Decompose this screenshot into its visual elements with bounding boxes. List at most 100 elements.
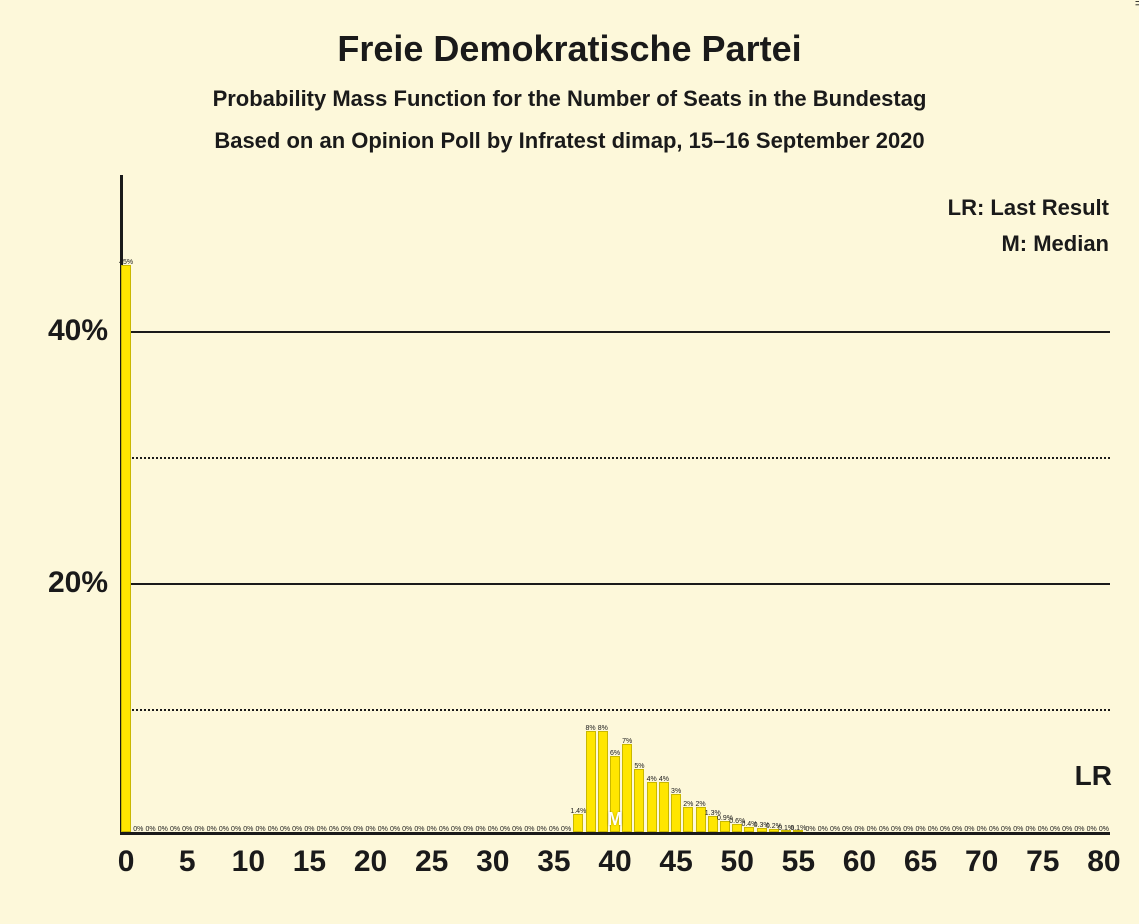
bar-value-label: 0% [341, 826, 351, 833]
bar-value-label: 2% [683, 801, 693, 808]
bar-value-label: 0% [378, 826, 388, 833]
bar-value-label: 0% [414, 826, 424, 833]
bar-value-label: 3% [671, 788, 681, 795]
bar-value-label: 0% [194, 826, 204, 833]
bar-value-label: 7% [622, 738, 632, 745]
bar [573, 814, 583, 832]
x-tick-label: 75 [1026, 845, 1059, 879]
chart-subtitle-1: Probability Mass Function for the Number… [0, 70, 1139, 112]
bar-value-label: 0% [145, 826, 155, 833]
copyright-text: © 2020 Filip van Laenen [1133, 0, 1139, 6]
bar [121, 265, 131, 832]
y-tick-label: 40% [48, 314, 108, 348]
x-tick-label: 70 [965, 845, 998, 879]
bar-value-label: 0% [500, 826, 510, 833]
bar-value-label: 0% [1087, 826, 1097, 833]
bar-value-label: 0% [353, 826, 363, 833]
bar-value-label: 0% [133, 826, 143, 833]
bar-value-label: 0% [329, 826, 339, 833]
bar-value-label: 0% [854, 826, 864, 833]
bar-value-label: 0% [488, 826, 498, 833]
gridline-minor [120, 709, 1110, 711]
chart-plot-area: 20%40%0510152025303540455055606570758045… [120, 205, 1110, 835]
bar-value-label: 0% [439, 826, 449, 833]
lr-marker: LR [1075, 760, 1112, 792]
bar-value-label: 0% [182, 826, 192, 833]
chart-subtitle-2: Based on an Opinion Poll by Infratest di… [0, 112, 1139, 154]
bar-value-label: 0% [818, 826, 828, 833]
bar-value-label: 0% [475, 826, 485, 833]
chart-title: Freie Demokratische Partei [0, 0, 1139, 70]
bar-value-label: 0% [219, 826, 229, 833]
bar-value-label: 0% [915, 826, 925, 833]
bar-value-label: 0% [451, 826, 461, 833]
bar-value-label: 5% [634, 763, 644, 770]
x-tick-label: 80 [1087, 845, 1120, 879]
bar [671, 794, 681, 832]
bar-value-label: 0% [1001, 826, 1011, 833]
bar-value-label: 8% [585, 725, 595, 732]
bar-value-label: 0% [402, 826, 412, 833]
bar-value-label: 0% [537, 826, 547, 833]
bar-value-label: 0% [549, 826, 559, 833]
bar-value-label: 8% [598, 725, 608, 732]
bar-value-label: 0% [170, 826, 180, 833]
bar-value-label: 0% [842, 826, 852, 833]
gridline-major [120, 583, 1110, 585]
x-tick-label: 5 [179, 845, 196, 879]
bar [598, 731, 608, 832]
bar-value-label: 0.1% [790, 825, 806, 832]
bar-value-label: 0% [1013, 826, 1023, 833]
x-tick-label: 40 [598, 845, 631, 879]
y-tick-label: 20% [48, 566, 108, 600]
bar-value-label: 0% [830, 826, 840, 833]
bar-value-label: 0% [1062, 826, 1072, 833]
bar-value-label: 0% [1038, 826, 1048, 833]
x-tick-label: 15 [293, 845, 326, 879]
bar-value-label: 0% [891, 826, 901, 833]
bar-value-label: 4% [659, 776, 669, 783]
bar-value-label: 0% [304, 826, 314, 833]
x-tick-label: 0 [118, 845, 135, 879]
gridline-major [120, 331, 1110, 333]
x-tick-label: 45 [659, 845, 692, 879]
x-tick-label: 20 [354, 845, 387, 879]
x-tick-label: 55 [782, 845, 815, 879]
bar-value-label: 0% [207, 826, 217, 833]
bar-value-label: 0% [231, 826, 241, 833]
bar-value-label: 0% [292, 826, 302, 833]
bar-value-label: 0% [1025, 826, 1035, 833]
bar-value-label: 0% [427, 826, 437, 833]
bar-value-label: 0% [903, 826, 913, 833]
bar-value-label: 0% [964, 826, 974, 833]
bar-value-label: 0% [524, 826, 534, 833]
bar-value-label: 0% [1099, 826, 1109, 833]
bar-value-label: 0% [879, 826, 889, 833]
gridline-minor [120, 457, 1110, 459]
bar-value-label: 6% [610, 750, 620, 757]
bar-value-label: 0% [1074, 826, 1084, 833]
x-tick-label: 50 [721, 845, 754, 879]
bar-value-label: 0% [940, 826, 950, 833]
bar-value-label: 0% [989, 826, 999, 833]
bar-value-label: 0% [255, 826, 265, 833]
bar-value-label: 0% [365, 826, 375, 833]
bar-value-label: 0% [805, 826, 815, 833]
bar-value-label: 0% [1050, 826, 1060, 833]
x-tick-label: 35 [537, 845, 570, 879]
bar [647, 782, 657, 832]
bar [683, 807, 693, 832]
bar [622, 744, 632, 832]
bar-value-label: 0% [280, 826, 290, 833]
x-tick-label: 65 [904, 845, 937, 879]
x-tick-label: 60 [843, 845, 876, 879]
bar-value-label: 0% [268, 826, 278, 833]
bar-value-label: 0% [317, 826, 327, 833]
bar-value-label: 2% [695, 801, 705, 808]
bar-value-label: 1.4% [570, 808, 586, 815]
bar [586, 731, 596, 832]
bar-value-label: 0% [952, 826, 962, 833]
bar [659, 782, 669, 832]
bar-value-label: 0% [463, 826, 473, 833]
bar-value-label: 0% [158, 826, 168, 833]
